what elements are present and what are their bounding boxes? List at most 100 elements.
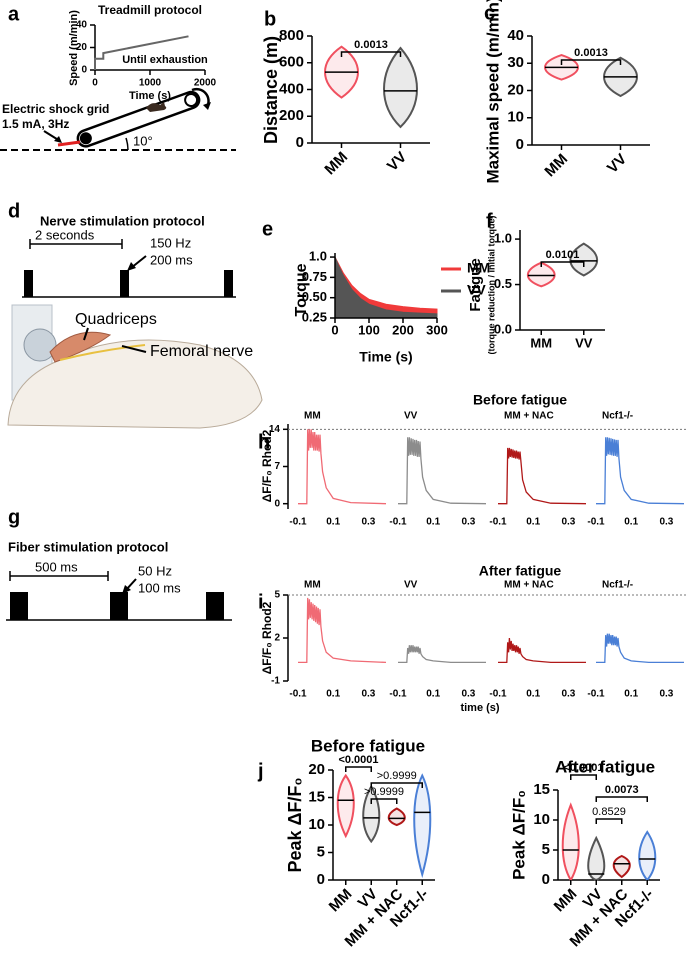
interval-label: 2 seconds — [35, 227, 95, 242]
legend-label: VV — [467, 282, 486, 298]
x-tick-label: VV — [604, 151, 630, 177]
arrowhead — [122, 585, 131, 594]
frequency-label: 150 Hz — [150, 235, 191, 250]
y-tick-label: 600 — [279, 54, 304, 71]
mouse-body — [7, 339, 263, 429]
trace — [498, 447, 587, 505]
x-tick-label: 0 — [92, 78, 98, 89]
roller — [79, 132, 92, 145]
p-value: 0.0101 — [546, 249, 580, 261]
violin — [362, 784, 381, 844]
subpanel-title: MM — [304, 580, 321, 591]
y-axis-label: Maximal speed (m/min) — [483, 0, 502, 184]
y-axis-label: Peak ΔF/F₀ — [509, 790, 528, 880]
y-tick-label: 0 — [296, 134, 304, 151]
significance-bracket — [540, 261, 585, 267]
pulse — [206, 592, 224, 620]
p-value: <0.0001 — [563, 762, 603, 774]
significance-bracket — [340, 51, 402, 57]
p-value: <0.0001 — [338, 754, 378, 766]
significance-bracket — [570, 774, 597, 780]
x-tick-label: -0.1 — [489, 689, 507, 700]
x-tick-label: 0.3 — [361, 517, 375, 528]
p-value: 0.0013 — [354, 39, 388, 51]
panel-label: a — [8, 3, 20, 25]
frequency-label: 50 Hz — [138, 563, 172, 578]
y-axis-label: Distance (m) — [261, 36, 281, 144]
shock-params: 1.5 mA, 3Hz — [2, 117, 69, 131]
mouse-illustration: Quadriceps Femoral nerve — [7, 304, 263, 429]
x-tick-label: 0.3 — [659, 689, 673, 700]
subpanel-title: Ncf1-/- — [602, 580, 633, 591]
shock-label: Electric shock grid — [2, 102, 109, 116]
trace — [498, 637, 586, 664]
roller — [184, 93, 199, 108]
panel-label: h — [258, 431, 270, 453]
pulse — [110, 592, 128, 620]
subpanel-title: VV — [404, 580, 418, 591]
x-tick-label: -0.1 — [289, 517, 307, 528]
y-tick-label: 400 — [279, 80, 304, 97]
x-tick-label: -0.1 — [289, 689, 307, 700]
y-tick-label: 0.25 — [302, 309, 327, 324]
x-tick-label: -0.1 — [587, 517, 605, 528]
arrow — [121, 345, 147, 353]
panel-label: j — [257, 760, 264, 782]
pulse — [120, 270, 129, 297]
y-tick-label: 0.75 — [302, 269, 327, 284]
pulse — [224, 270, 233, 297]
y-axis-label: Torque — [293, 263, 310, 316]
significance-bracket — [595, 818, 623, 824]
y-tick-label: 5 — [317, 843, 325, 860]
violin — [336, 773, 355, 839]
y-tick-label: 0 — [516, 136, 524, 153]
panel-label: g — [8, 506, 20, 528]
x-tick-label: 0.3 — [361, 689, 375, 700]
y-tick-label: 7 — [274, 461, 280, 472]
mouse — [146, 102, 167, 112]
violin — [569, 242, 599, 277]
x-tick-label: 0.3 — [561, 517, 575, 528]
subpanel-title: MM — [304, 411, 321, 422]
x-tick-label: 200 — [392, 322, 414, 337]
line — [94, 35, 189, 70]
violin — [612, 854, 631, 879]
muscle-label: Quadriceps — [75, 311, 157, 328]
x-tick-label: MM — [321, 149, 351, 179]
x-tick-label: -0.1 — [489, 517, 507, 528]
x-tick-label: MM — [541, 151, 571, 181]
y-axis-label: Speed (m/min) — [68, 10, 80, 86]
trace — [596, 437, 685, 505]
x-tick-label: 0.1 — [426, 689, 440, 700]
x-tick-label: 0.3 — [659, 517, 673, 528]
y-tick-label: 1.0 — [494, 231, 512, 246]
chart-title: After fatigue — [555, 757, 655, 776]
y-tick-label: 10 — [533, 811, 550, 828]
y-tick-label: 0 — [317, 871, 325, 888]
y-tick-label: 0.0 — [494, 321, 512, 336]
y-axis-note: (torque reduction / initial torque) — [486, 216, 496, 355]
pulse — [10, 592, 28, 620]
panel-label: f — [486, 210, 493, 232]
x-tick-label: 0.3 — [561, 689, 575, 700]
annotation: Until exhaustion — [122, 54, 208, 66]
violin — [638, 830, 657, 882]
y-tick-label: 20 — [76, 42, 88, 53]
nerve-label: Femoral nerve — [150, 343, 253, 360]
x-axis-label: Time (s) — [359, 349, 412, 365]
arrowhead — [127, 262, 136, 271]
y-tick-label: 5 — [274, 590, 280, 601]
chart-title: Before fatigue — [311, 736, 425, 755]
y-tick-label: 40 — [76, 20, 88, 31]
x-tick-label: 300 — [426, 322, 448, 337]
panel-label: b — [264, 8, 276, 30]
y-tick-label: 20 — [308, 761, 325, 778]
panel-label: d — [8, 200, 20, 222]
y-tick-label: 40 — [507, 27, 524, 44]
p-value: 0.8529 — [592, 806, 626, 818]
x-tick-label: 0 — [331, 322, 338, 337]
x-tick-label: -0.1 — [587, 689, 605, 700]
x-tick-label: 0.1 — [426, 517, 440, 528]
x-axis-label: time (s) — [460, 702, 499, 714]
